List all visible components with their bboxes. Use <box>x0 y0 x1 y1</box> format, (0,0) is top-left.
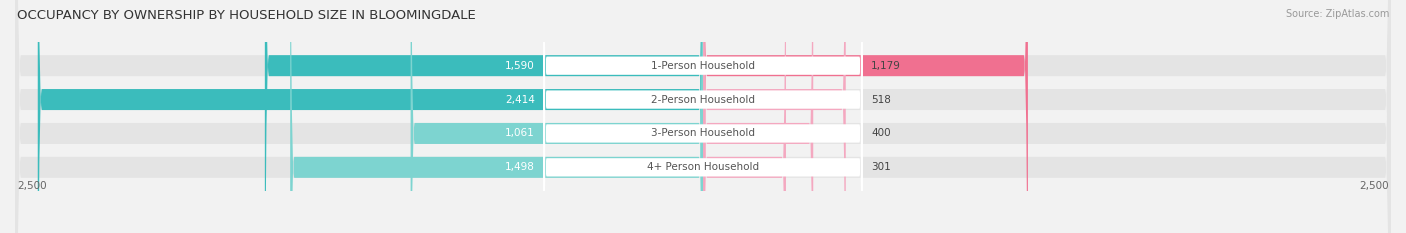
FancyBboxPatch shape <box>264 0 703 233</box>
FancyBboxPatch shape <box>411 0 703 233</box>
Text: 400: 400 <box>872 128 891 138</box>
FancyBboxPatch shape <box>703 0 846 233</box>
Text: 1,498: 1,498 <box>505 162 534 172</box>
FancyBboxPatch shape <box>15 0 1391 233</box>
Text: 3-Person Household: 3-Person Household <box>651 128 755 138</box>
FancyBboxPatch shape <box>290 0 703 233</box>
Text: 301: 301 <box>872 162 891 172</box>
Text: 2,500: 2,500 <box>1360 181 1389 191</box>
Text: 518: 518 <box>872 95 891 105</box>
Text: 1,179: 1,179 <box>872 61 901 71</box>
FancyBboxPatch shape <box>15 0 1391 233</box>
FancyBboxPatch shape <box>543 0 863 233</box>
FancyBboxPatch shape <box>38 0 703 233</box>
Text: 1,590: 1,590 <box>505 61 534 71</box>
FancyBboxPatch shape <box>543 0 863 233</box>
FancyBboxPatch shape <box>543 0 863 233</box>
FancyBboxPatch shape <box>703 0 813 233</box>
Text: OCCUPANCY BY OWNERSHIP BY HOUSEHOLD SIZE IN BLOOMINGDALE: OCCUPANCY BY OWNERSHIP BY HOUSEHOLD SIZE… <box>17 9 475 22</box>
Text: 1-Person Household: 1-Person Household <box>651 61 755 71</box>
FancyBboxPatch shape <box>543 0 863 233</box>
Text: Source: ZipAtlas.com: Source: ZipAtlas.com <box>1285 9 1389 19</box>
FancyBboxPatch shape <box>703 0 1028 233</box>
Text: 1,061: 1,061 <box>505 128 534 138</box>
Text: 2,500: 2,500 <box>17 181 46 191</box>
FancyBboxPatch shape <box>703 0 786 233</box>
FancyBboxPatch shape <box>15 0 1391 233</box>
Text: 2-Person Household: 2-Person Household <box>651 95 755 105</box>
Text: 4+ Person Household: 4+ Person Household <box>647 162 759 172</box>
Text: 2,414: 2,414 <box>505 95 534 105</box>
FancyBboxPatch shape <box>15 0 1391 233</box>
